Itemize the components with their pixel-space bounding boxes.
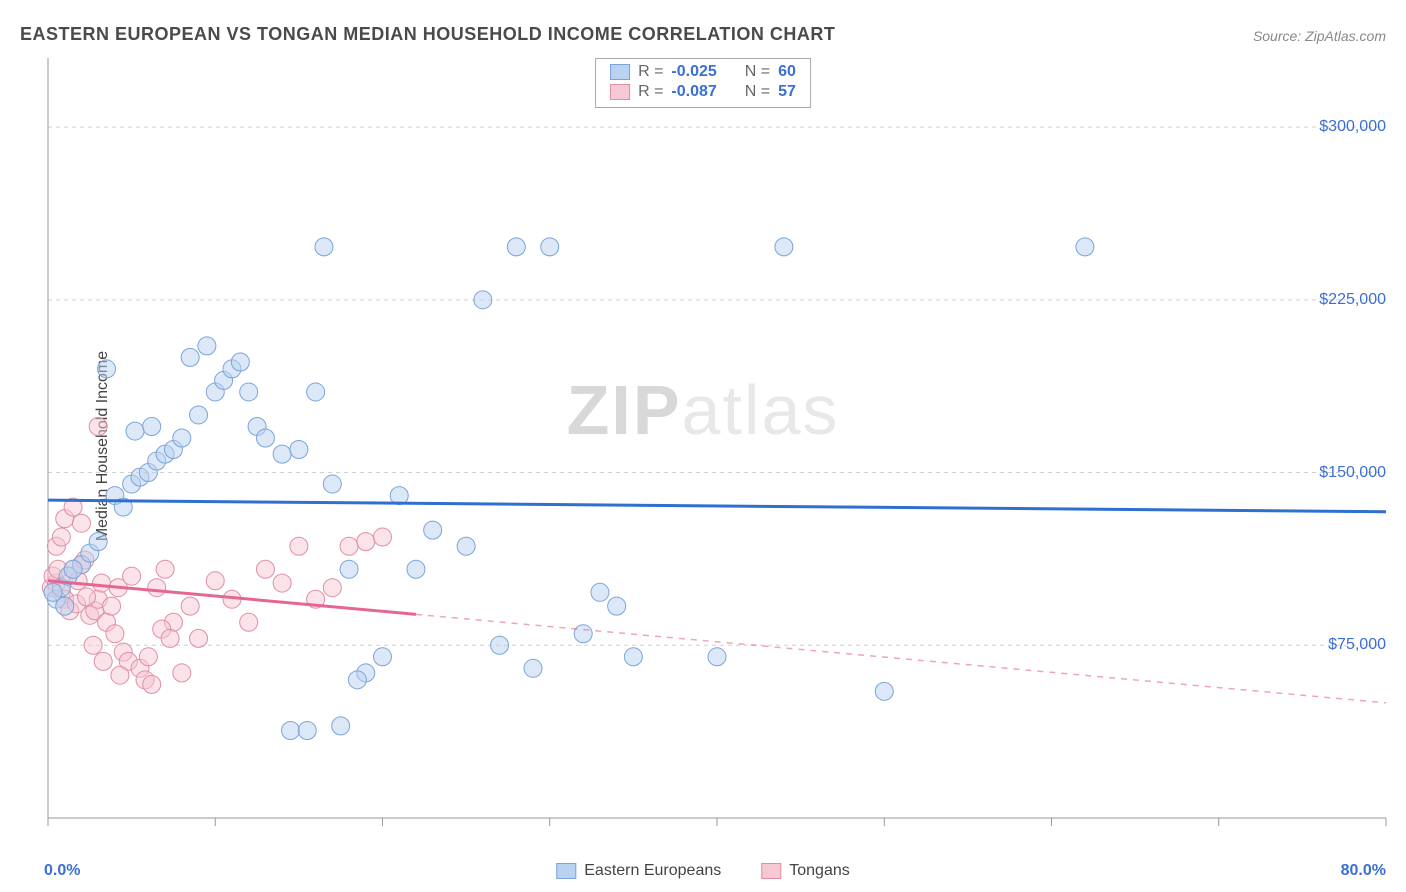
swatch-b-icon xyxy=(761,863,781,879)
stats-row-a: R = -0.025 N = 60 xyxy=(610,63,796,81)
swatch-b-icon xyxy=(610,84,630,100)
legend-label-a: Eastern Europeans xyxy=(584,862,721,880)
stats-row-b: R = -0.087 N = 57 xyxy=(610,83,796,101)
legend: Eastern Europeans Tongans xyxy=(556,862,849,880)
legend-item-a: Eastern Europeans xyxy=(556,862,721,880)
swatch-a-icon xyxy=(610,64,630,80)
x-axis-min-label: 0.0% xyxy=(44,862,80,880)
y-tick-label: $150,000 xyxy=(1319,464,1386,482)
chart-container: EASTERN EUROPEAN VS TONGAN MEDIAN HOUSEH… xyxy=(0,0,1406,892)
x-axis-max-label: 80.0% xyxy=(1341,862,1386,880)
scatter-chart xyxy=(0,0,1406,892)
swatch-a-icon xyxy=(556,863,576,879)
y-tick-label: $75,000 xyxy=(1328,636,1386,654)
y-tick-label: $300,000 xyxy=(1319,118,1386,136)
legend-label-b: Tongans xyxy=(789,862,850,880)
legend-item-b: Tongans xyxy=(761,862,850,880)
stats-box: R = -0.025 N = 60 R = -0.087 N = 57 xyxy=(595,58,811,108)
y-tick-label: $225,000 xyxy=(1319,291,1386,309)
